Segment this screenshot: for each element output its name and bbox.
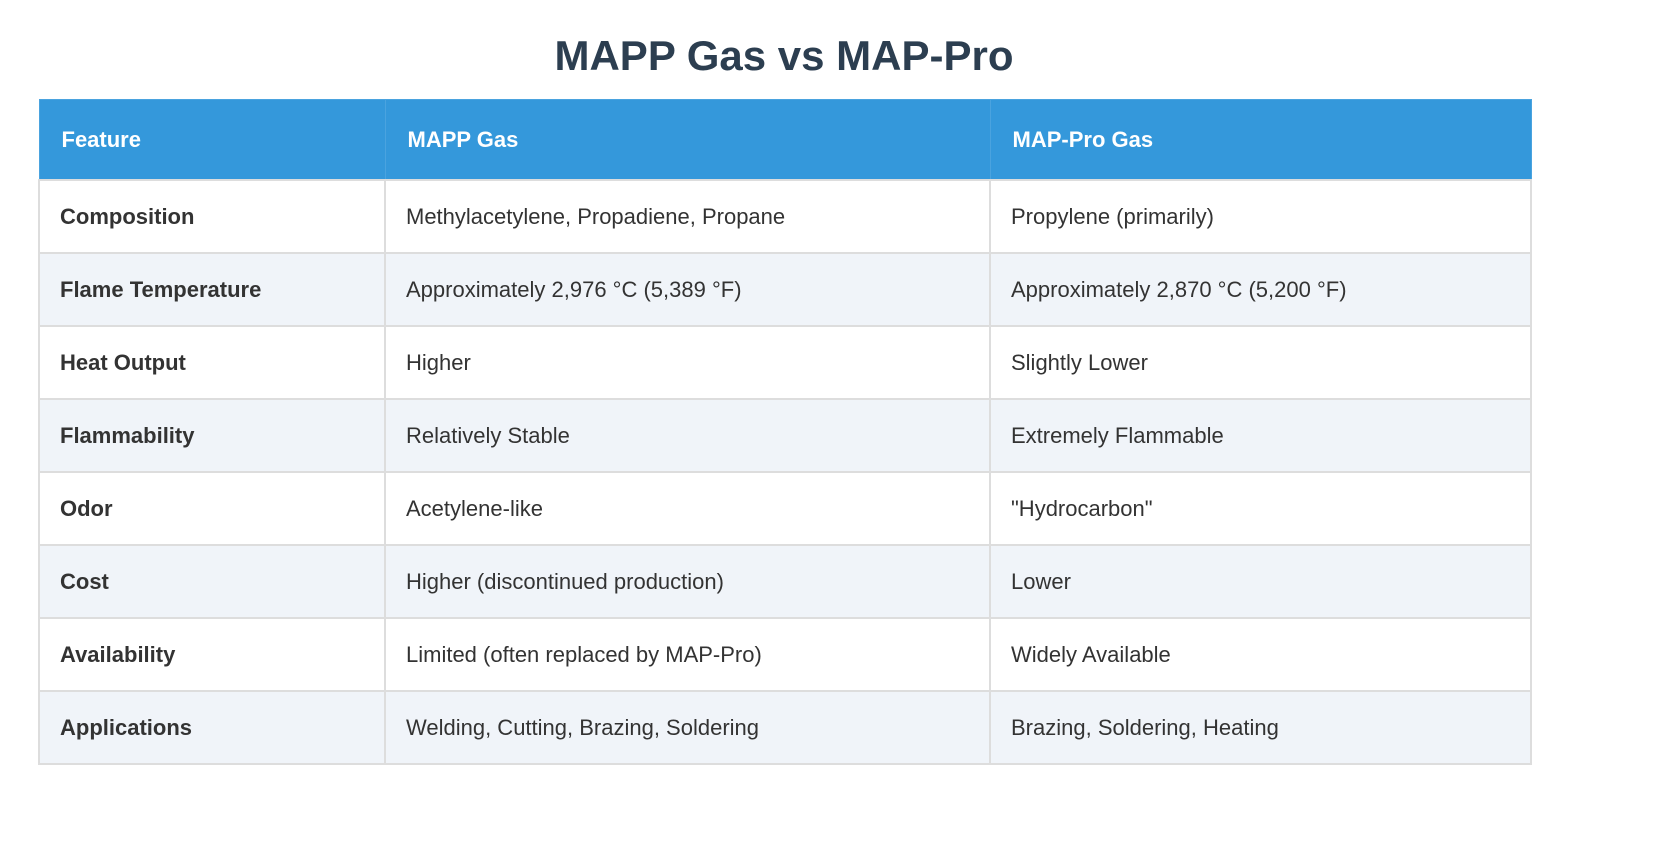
- feature-cell: Flammability: [38, 398, 386, 473]
- map-pro-gas-cell: "Hydrocarbon": [989, 471, 1532, 546]
- table-row: Odor Acetylene-like "Hydrocarbon": [38, 471, 1532, 546]
- mapp-gas-cell: Higher (discontinued production): [384, 544, 991, 619]
- mapp-gas-cell: Acetylene-like: [384, 471, 991, 546]
- table-row: Availability Limited (often replaced by …: [38, 617, 1532, 692]
- table-row: Flame Temperature Approximately 2,976 °C…: [38, 252, 1532, 327]
- feature-cell: Applications: [38, 690, 386, 765]
- table-row: Cost Higher (discontinued production) Lo…: [38, 544, 1532, 619]
- mapp-gas-cell: Limited (often replaced by MAP-Pro): [384, 617, 991, 692]
- table-row: Composition Methylacetylene, Propadiene,…: [38, 179, 1532, 254]
- table-row: Heat Output Higher Slightly Lower: [38, 325, 1532, 400]
- feature-cell: Availability: [38, 617, 386, 692]
- map-pro-gas-cell: Widely Available: [989, 617, 1532, 692]
- mapp-gas-cell: Relatively Stable: [384, 398, 991, 473]
- table-header: Feature MAPP Gas MAP-Pro Gas: [38, 99, 1532, 181]
- feature-cell: Flame Temperature: [38, 252, 386, 327]
- table-row: Applications Welding, Cutting, Brazing, …: [38, 690, 1532, 765]
- map-pro-gas-cell: Approximately 2,870 °C (5,200 °F): [989, 252, 1532, 327]
- page-title: MAPP Gas vs MAP-Pro: [554, 32, 1014, 79]
- table-body: Composition Methylacetylene, Propadiene,…: [38, 179, 1532, 765]
- table-row: Flammability Relatively Stable Extremely…: [38, 398, 1532, 473]
- map-pro-gas-cell: Lower: [989, 544, 1532, 619]
- mapp-gas-cell: Welding, Cutting, Brazing, Soldering: [384, 690, 991, 765]
- mapp-gas-cell: Methylacetylene, Propadiene, Propane: [384, 179, 991, 254]
- header-map-pro-gas: MAP-Pro Gas: [989, 99, 1532, 181]
- feature-cell: Odor: [38, 471, 386, 546]
- mapp-gas-cell: Approximately 2,976 °C (5,389 °F): [384, 252, 991, 327]
- feature-cell: Heat Output: [38, 325, 386, 400]
- feature-cell: Cost: [38, 544, 386, 619]
- comparison-table-container: Feature MAPP Gas MAP-Pro Gas Composition…: [38, 99, 1532, 765]
- header-row: Feature MAPP Gas MAP-Pro Gas: [38, 99, 1532, 181]
- mapp-gas-cell: Higher: [384, 325, 991, 400]
- comparison-table: Feature MAPP Gas MAP-Pro Gas Composition…: [38, 99, 1532, 765]
- feature-cell: Composition: [38, 179, 386, 254]
- map-pro-gas-cell: Slightly Lower: [989, 325, 1532, 400]
- header-mapp-gas: MAPP Gas: [384, 99, 991, 181]
- map-pro-gas-cell: Brazing, Soldering, Heating: [989, 690, 1532, 765]
- map-pro-gas-cell: Extremely Flammable: [989, 398, 1532, 473]
- header-feature: Feature: [38, 99, 386, 181]
- map-pro-gas-cell: Propylene (primarily): [989, 179, 1532, 254]
